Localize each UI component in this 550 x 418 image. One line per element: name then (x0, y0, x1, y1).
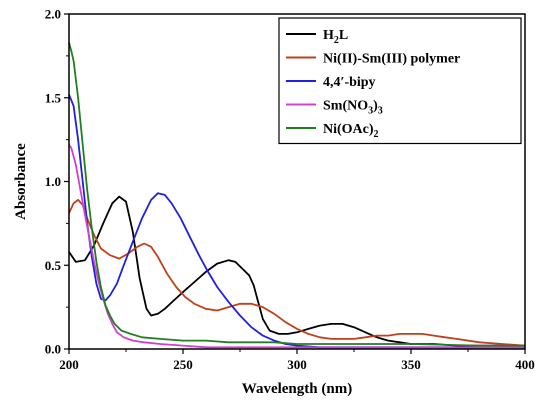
y-tick-label: 0.5 (45, 258, 62, 273)
legend-label-3: 4,4′-bipy (323, 75, 376, 90)
legend-label-4: Sm(NO3)3 (323, 99, 383, 117)
series-line-4 (68, 144, 525, 349)
y-tick-label: 2.0 (45, 7, 61, 22)
x-axis-title: Wavelength (nm) (242, 381, 352, 397)
y-tick-label: 1.5 (45, 90, 62, 105)
legend: H2L Ni(II)-Sm(III) polymer 4,4′-bipy Sm(NO3… (278, 17, 522, 145)
legend-label-5: Ni(OAc)2 (323, 122, 379, 140)
legend-box (278, 17, 522, 145)
series-line-5 (68, 42, 525, 347)
x-tick-label: 400 (515, 357, 535, 372)
y-axis-title: Absorbance (13, 143, 29, 220)
plot-layer (68, 42, 526, 349)
legend-label-2: Ni(II)-Sm(III) polymer (323, 52, 460, 67)
series-line-1 (68, 195, 525, 347)
y-tick-label: 1.0 (45, 174, 61, 189)
y-tick-label: 0.0 (45, 342, 61, 357)
x-tick-label: 250 (173, 357, 193, 372)
x-tick-label: 200 (59, 357, 79, 372)
x-tick-label: 350 (401, 357, 421, 372)
x-tick-label: 300 (287, 357, 307, 372)
series-line-2 (68, 199, 526, 347)
axis-layer: 200 250 300 350 400 0.0 0.5 1.0 1.5 2.0 Wavelength… (13, 7, 535, 398)
legend-label-1: H2L (323, 28, 348, 46)
